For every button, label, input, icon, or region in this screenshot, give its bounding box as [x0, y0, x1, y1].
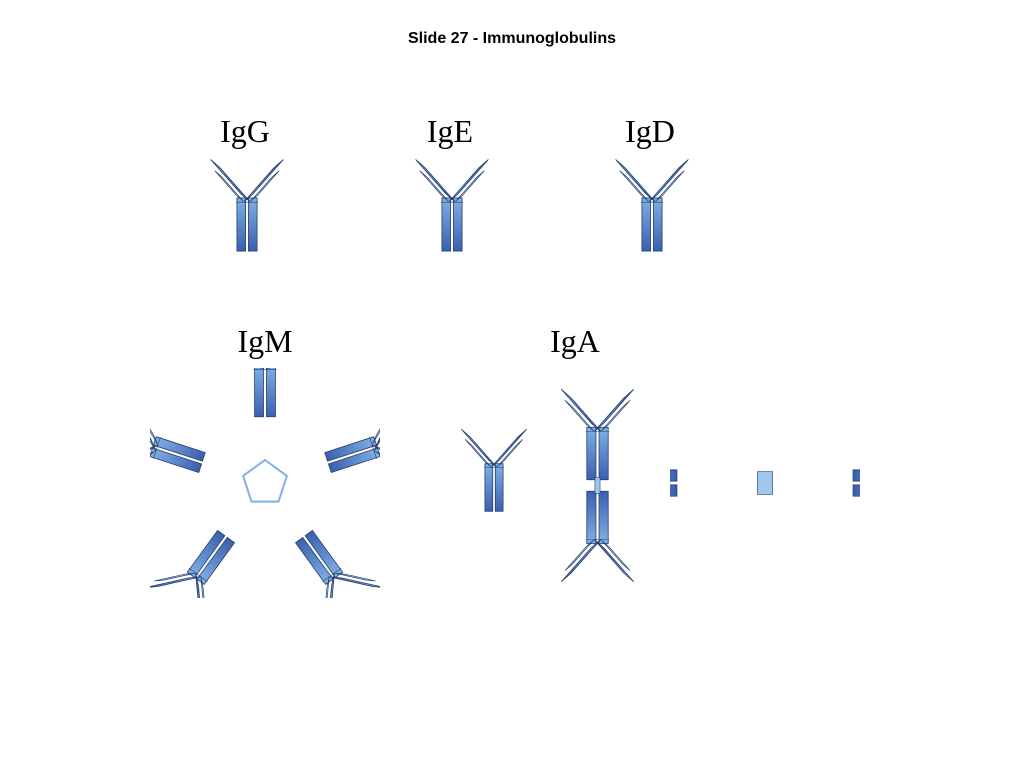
antibody-ige [412, 158, 492, 253]
antibody-igg [207, 158, 287, 253]
antibody-igd [612, 158, 692, 253]
antibody-iga-secretory [670, 388, 860, 578]
diagram-area: IgG IgE IgD IgM IgA [0, 48, 1024, 748]
label-iga: IgA [540, 323, 610, 360]
antibody-iga-monomer [458, 428, 530, 513]
label-ige: IgE [420, 113, 480, 150]
antibody-igm-pentamer [150, 368, 380, 598]
label-igd: IgD [620, 113, 680, 150]
antibody-iga-dimer [555, 388, 640, 583]
label-igg: IgG [215, 113, 275, 150]
slide-title: Slide 27 - Immunoglobulins [0, 0, 1024, 48]
label-igm: IgM [225, 323, 305, 360]
